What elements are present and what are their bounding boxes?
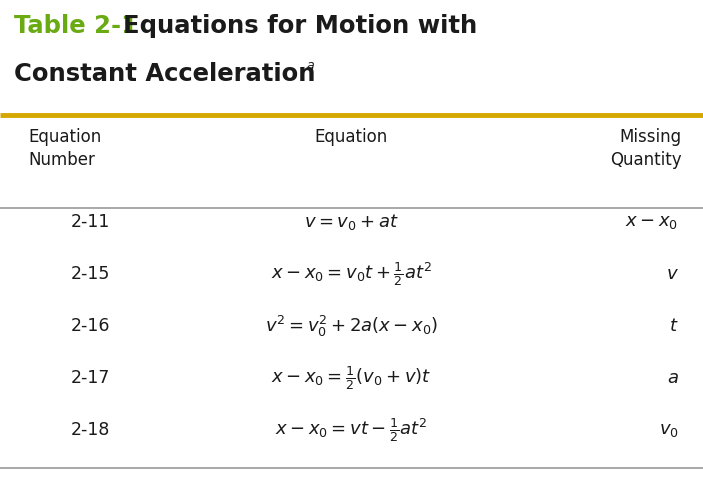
Text: $v^2 = v_0^2 + 2a(x - x_0)$: $v^2 = v_0^2 + 2a(x - x_0)$ <box>265 313 438 339</box>
Text: Equations for Motion with: Equations for Motion with <box>123 14 477 38</box>
Text: $x - x_0$: $x - x_0$ <box>626 213 678 231</box>
Text: $x - x_0 = \frac{1}{2}(v_0 + v)t$: $x - x_0 = \frac{1}{2}(v_0 + v)t$ <box>271 364 432 392</box>
Text: $x - x_0 = v_0t + \frac{1}{2}at^2$: $x - x_0 = v_0t + \frac{1}{2}at^2$ <box>271 260 432 288</box>
Text: Table 2-1: Table 2-1 <box>14 14 138 38</box>
Text: Equation
Number: Equation Number <box>28 128 101 169</box>
Text: $^{a}$: $^{a}$ <box>306 59 315 78</box>
Text: Equation: Equation <box>315 128 388 146</box>
Text: 2-11: 2-11 <box>70 213 110 231</box>
Text: 2-18: 2-18 <box>70 421 110 439</box>
Text: $a$: $a$ <box>666 369 678 387</box>
Text: 2-17: 2-17 <box>70 369 110 387</box>
Text: $x - x_0 = vt - \frac{1}{2}at^2$: $x - x_0 = vt - \frac{1}{2}at^2$ <box>275 416 428 444</box>
Text: $v_0$: $v_0$ <box>659 421 678 439</box>
Text: Constant Acceleration: Constant Acceleration <box>14 62 316 86</box>
Text: 2-16: 2-16 <box>70 317 110 335</box>
Text: $t$: $t$ <box>669 317 678 335</box>
Text: 2-15: 2-15 <box>70 265 110 283</box>
Text: $v = v_0 + at$: $v = v_0 + at$ <box>304 212 399 232</box>
Text: Missing
Quantity: Missing Quantity <box>610 128 682 169</box>
Text: $v$: $v$ <box>666 265 678 283</box>
